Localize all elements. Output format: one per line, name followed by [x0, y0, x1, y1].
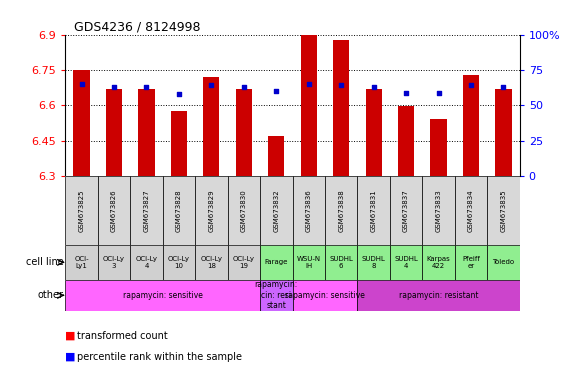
Text: GSM673828: GSM673828: [176, 189, 182, 232]
Point: [466, 83, 475, 89]
Text: rapamycin:
cin: resi
stant: rapamycin: cin: resi stant: [254, 280, 298, 310]
Point: [304, 81, 314, 87]
Point: [434, 89, 443, 96]
Text: Pfeiff
er: Pfeiff er: [462, 256, 480, 268]
Bar: [162, 245, 195, 280]
Bar: [203, 77, 219, 176]
Point: [369, 84, 378, 90]
Bar: [495, 89, 512, 176]
Text: SUDHL
4: SUDHL 4: [394, 256, 418, 268]
Text: GSM673827: GSM673827: [144, 189, 149, 232]
Bar: [366, 89, 382, 176]
Bar: [487, 176, 520, 245]
Bar: [130, 176, 162, 245]
Bar: [268, 136, 285, 176]
Bar: [398, 106, 414, 176]
Bar: [325, 176, 357, 245]
Bar: [260, 176, 293, 245]
Bar: [390, 245, 423, 280]
Point: [77, 81, 86, 87]
Text: percentile rank within the sample: percentile rank within the sample: [77, 352, 241, 362]
Text: GSM673835: GSM673835: [500, 189, 507, 232]
Text: cell line: cell line: [26, 257, 64, 267]
Text: GSM673838: GSM673838: [338, 189, 344, 232]
Bar: [423, 245, 455, 280]
Bar: [260, 280, 293, 311]
Point: [142, 84, 151, 90]
Bar: [130, 245, 162, 280]
Text: SUDHL
8: SUDHL 8: [362, 256, 386, 268]
Bar: [455, 176, 487, 245]
Text: GSM673825: GSM673825: [78, 189, 85, 232]
Bar: [228, 176, 260, 245]
Bar: [357, 245, 390, 280]
Bar: [431, 119, 446, 176]
Text: OCI-Ly
10: OCI-Ly 10: [168, 256, 190, 268]
Text: rapamycin: sensitive: rapamycin: sensitive: [285, 291, 365, 300]
Bar: [195, 176, 228, 245]
Text: ■: ■: [65, 331, 76, 341]
Bar: [357, 176, 390, 245]
Text: GSM673826: GSM673826: [111, 189, 117, 232]
Bar: [162, 176, 195, 245]
Bar: [455, 245, 487, 280]
Bar: [293, 245, 325, 280]
Text: GSM673829: GSM673829: [208, 189, 214, 232]
Point: [272, 88, 281, 94]
Bar: [236, 89, 252, 176]
Bar: [98, 176, 130, 245]
Bar: [195, 245, 228, 280]
Text: GSM673831: GSM673831: [371, 189, 377, 232]
Text: ■: ■: [65, 352, 76, 362]
Text: rapamycin: sensitive: rapamycin: sensitive: [123, 291, 203, 300]
Bar: [171, 111, 187, 176]
Point: [174, 91, 183, 97]
Text: WSU-N
IH: WSU-N IH: [296, 256, 321, 268]
Text: GSM673836: GSM673836: [306, 189, 312, 232]
Text: SUDHL
6: SUDHL 6: [329, 256, 353, 268]
Text: OCI-Ly
4: OCI-Ly 4: [135, 256, 157, 268]
Bar: [98, 245, 130, 280]
Text: GDS4236 / 8124998: GDS4236 / 8124998: [74, 20, 201, 33]
Bar: [390, 176, 423, 245]
Text: OCI-
Ly1: OCI- Ly1: [74, 256, 89, 268]
Text: GSM673834: GSM673834: [468, 189, 474, 232]
Text: OCI-Ly
3: OCI-Ly 3: [103, 256, 125, 268]
Bar: [487, 245, 520, 280]
Point: [110, 84, 119, 90]
Bar: [325, 245, 357, 280]
Bar: [463, 74, 479, 176]
Text: OCI-Ly
18: OCI-Ly 18: [201, 256, 223, 268]
Bar: [106, 89, 122, 176]
Text: Farage: Farage: [265, 259, 288, 265]
Bar: [65, 245, 98, 280]
Bar: [139, 89, 154, 176]
Bar: [73, 70, 90, 176]
Bar: [65, 176, 98, 245]
Bar: [423, 176, 455, 245]
Text: GSM673832: GSM673832: [273, 189, 279, 232]
Bar: [293, 176, 325, 245]
Text: transformed count: transformed count: [77, 331, 168, 341]
Point: [499, 84, 508, 90]
Text: other: other: [37, 290, 64, 300]
Point: [402, 89, 411, 96]
Text: Toledo: Toledo: [492, 259, 515, 265]
Bar: [260, 245, 293, 280]
Bar: [333, 40, 349, 176]
Point: [207, 83, 216, 89]
Bar: [293, 280, 357, 311]
Text: OCI-Ly
19: OCI-Ly 19: [233, 256, 255, 268]
Text: GSM673837: GSM673837: [403, 189, 409, 232]
Text: Karpas
422: Karpas 422: [427, 256, 450, 268]
Text: rapamycin: resistant: rapamycin: resistant: [399, 291, 478, 300]
Bar: [228, 245, 260, 280]
Bar: [300, 35, 317, 176]
Point: [239, 84, 248, 90]
Text: GSM673830: GSM673830: [241, 189, 247, 232]
Bar: [357, 280, 520, 311]
Text: GSM673833: GSM673833: [436, 189, 441, 232]
Bar: [65, 280, 260, 311]
Point: [337, 83, 346, 89]
